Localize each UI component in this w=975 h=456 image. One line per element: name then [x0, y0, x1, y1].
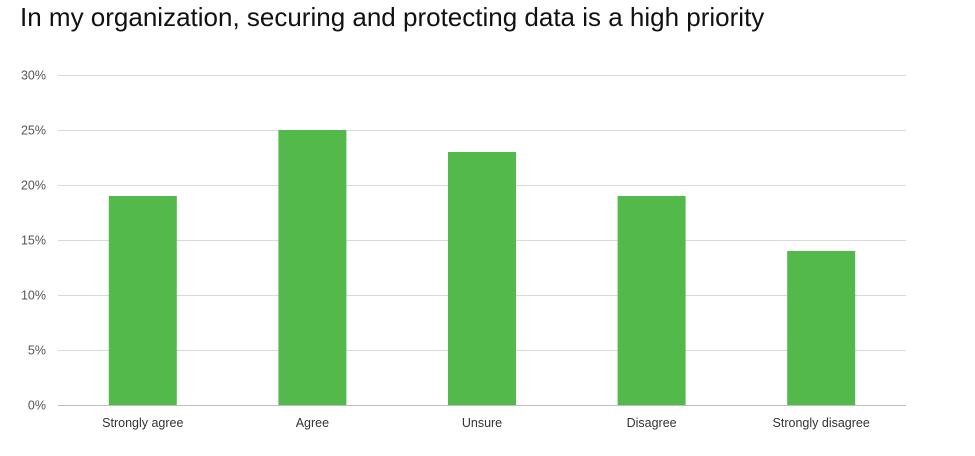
x-category-label: Agree: [296, 416, 329, 430]
x-category-label: Disagree: [627, 416, 677, 430]
bar-unsure: [448, 152, 516, 405]
y-tick-label: 25%: [21, 124, 46, 138]
y-tick-label: 5%: [28, 344, 46, 358]
x-axis-category-labels: Strongly agree Agree Unsure Disagree Strongl…: [102, 416, 870, 430]
bar-strongly-agree: [108, 196, 177, 405]
bars: [108, 130, 856, 405]
y-tick-label: 10%: [21, 289, 46, 303]
y-tick-label: 30%: [21, 69, 46, 83]
y-tick-label: 15%: [21, 234, 46, 248]
x-category-label: Strongly disagree: [773, 416, 870, 430]
y-tick-label: 20%: [21, 179, 46, 193]
chart-title: In my organization, securing and protect…: [20, 2, 765, 32]
x-category-label: Unsure: [462, 416, 502, 430]
bar-agree: [278, 130, 347, 405]
y-axis-tick-labels: 0% 5% 10% 15% 20% 25% 30%: [21, 69, 46, 413]
x-category-label: Strongly agree: [102, 416, 183, 430]
bar-disagree: [617, 196, 686, 405]
bar-strongly-disagree: [787, 251, 856, 405]
y-tick-label: 0%: [28, 399, 46, 413]
